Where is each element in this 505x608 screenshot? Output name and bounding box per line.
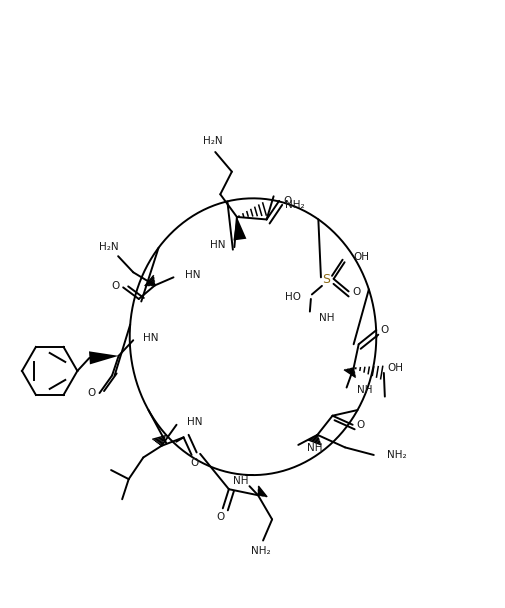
Text: O: O [352,288,360,297]
Text: H₂N: H₂N [99,242,119,252]
Text: O: O [356,420,364,430]
Text: NH₂: NH₂ [386,450,406,460]
Text: O: O [87,388,95,398]
Text: HO: HO [284,292,300,302]
Polygon shape [89,351,118,364]
Text: NH₂: NH₂ [250,545,270,556]
Text: OH: OH [353,252,369,261]
Text: HN: HN [184,270,199,280]
Text: HN: HN [210,240,225,250]
Text: O: O [379,325,388,335]
Text: HN: HN [186,417,201,427]
Text: OH: OH [386,363,402,373]
Text: H₂N: H₂N [203,136,222,146]
Text: NH: NH [232,476,247,486]
Text: O: O [189,457,198,468]
Text: O: O [111,281,119,291]
Text: O: O [282,196,291,206]
Text: NH: NH [318,313,334,323]
Text: O: O [216,513,224,522]
Text: S: S [321,274,329,286]
Text: NH: NH [356,384,372,395]
Text: NH: NH [307,443,322,453]
Polygon shape [233,217,246,240]
Text: HN: HN [143,333,159,344]
Text: NH₂: NH₂ [284,201,304,210]
